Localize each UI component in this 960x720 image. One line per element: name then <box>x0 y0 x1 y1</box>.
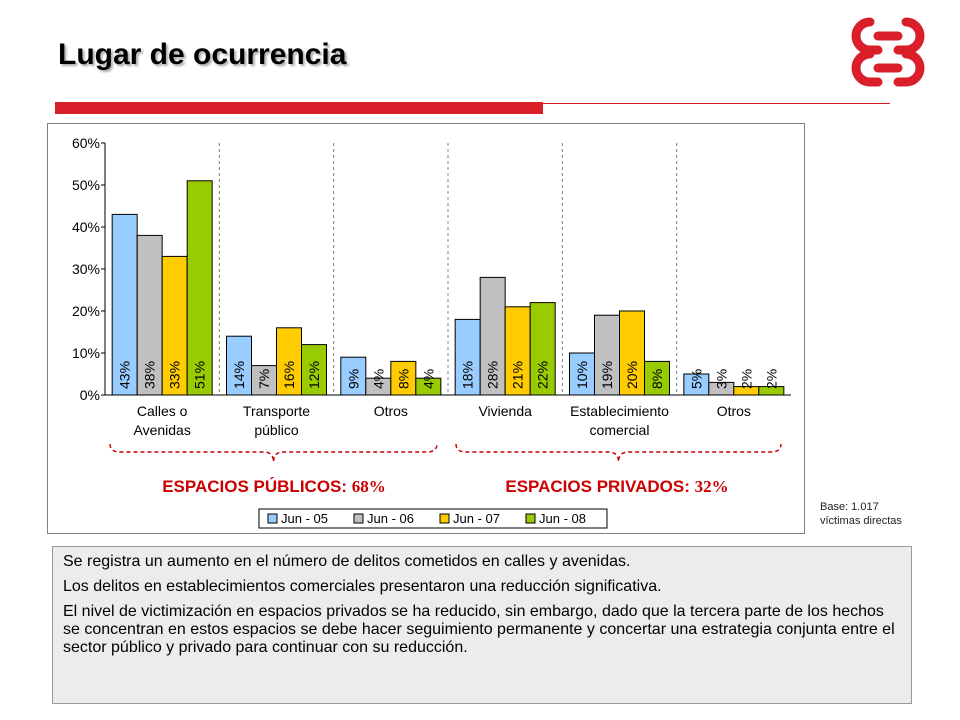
bar <box>301 344 327 396</box>
summary-paragraph-1: Se registra un aumento en el número de d… <box>63 553 631 570</box>
y-tick-label: 20% <box>72 303 100 319</box>
bar-data-label: 3% <box>713 369 729 389</box>
bar <box>161 255 188 396</box>
y-tick-label: 0% <box>80 387 100 403</box>
bar <box>758 386 785 396</box>
bar-data-label: 10% <box>574 361 590 389</box>
y-tick-label: 60% <box>72 135 100 151</box>
category-label: Otros <box>717 403 751 419</box>
bar <box>479 276 506 396</box>
chart-frame: 0% 10% 20% 30% 40% 50% 60% 43% 14% 9% 18% 10% 5% 38% 7… <box>47 123 805 534</box>
brand-logo <box>851 17 925 87</box>
bar-data-label: 16% <box>281 361 297 389</box>
bar-data-label: 20% <box>624 361 640 389</box>
bar <box>390 360 417 396</box>
legend-label: Jun - 06 <box>367 511 414 526</box>
page-title: Lugar de ocurrencia <box>58 38 347 71</box>
bar-data-label: 8% <box>649 369 665 389</box>
group-label-percent: 32% <box>695 477 729 496</box>
bar-data-label: 7% <box>256 369 272 389</box>
bar <box>619 310 645 396</box>
bar-data-label: 51% <box>192 361 208 389</box>
bar-data-label: 8% <box>395 369 411 389</box>
legend-swatch <box>525 513 536 524</box>
base-note-line1: Base: 1.017 <box>820 501 879 513</box>
bar <box>136 234 163 396</box>
summary-box: Se registra un aumento en el número de d… <box>52 546 912 704</box>
group-label-main: ESPACIOS PRIVADOS: <box>505 477 694 496</box>
group-label: ESPACIOS PÚBLICOS: 68% <box>162 477 386 496</box>
bar-data-label: 38% <box>142 361 158 389</box>
group-label-main: ESPACIOS PÚBLICOS: <box>162 477 352 496</box>
bar <box>186 180 213 396</box>
bar <box>529 302 556 396</box>
category-label: Avenidas <box>133 422 190 438</box>
legend-label: Jun - 08 <box>539 511 586 526</box>
bar <box>251 365 277 396</box>
bar <box>415 377 442 396</box>
legend-swatch <box>439 513 450 524</box>
legend-swatch <box>267 513 278 524</box>
bar-data-label: 21% <box>510 361 526 389</box>
y-tick-label: 40% <box>72 219 100 235</box>
summary-paragraph-2: Los delitos en establecimientos comercia… <box>63 578 662 595</box>
bar <box>276 327 302 396</box>
bar-data-label: 2% <box>763 369 779 389</box>
bar-data-label: 12% <box>306 361 322 389</box>
bar-data-label: 28% <box>485 361 501 389</box>
bar-data-label: 4% <box>420 369 436 389</box>
group-label: ESPACIOS PRIVADOS: 32% <box>505 477 728 496</box>
bar-data-label: 22% <box>535 361 551 389</box>
category-label: Otros <box>374 403 408 419</box>
y-tick-label: 30% <box>72 261 100 277</box>
bar-data-label: 4% <box>370 369 386 389</box>
title-rule <box>543 103 890 104</box>
legend-box <box>258 508 608 529</box>
category-label: Establecimiento <box>570 403 669 419</box>
bar-data-label: 5% <box>688 369 704 389</box>
base-note: Base: 1.017 víctimas directas <box>820 500 902 528</box>
category-label: Transporte <box>243 403 310 419</box>
bar <box>340 356 367 396</box>
category-label: Calles o <box>137 403 188 419</box>
bar-data-label: 9% <box>345 369 361 389</box>
bar-data-label: 14% <box>231 361 247 389</box>
group-label-percent: 68% <box>352 477 386 496</box>
title-underline <box>55 102 543 114</box>
y-tick-label: 50% <box>72 177 100 193</box>
legend-label: Jun - 05 <box>281 511 328 526</box>
bar-data-label: 19% <box>599 361 615 389</box>
bar <box>644 360 670 396</box>
legend-swatch <box>353 513 364 524</box>
private-spaces-brace <box>455 443 782 463</box>
legend-label: Jun - 07 <box>453 511 500 526</box>
summary-paragraph-3: El nivel de victimización en espacios pr… <box>63 603 895 656</box>
bar-data-label: 18% <box>460 361 476 389</box>
y-tick-label: 10% <box>72 345 100 361</box>
bar-data-label: 2% <box>738 369 754 389</box>
bar-data-label: 33% <box>167 361 183 389</box>
category-label: público <box>254 422 299 438</box>
bar-data-label: 43% <box>117 361 133 389</box>
bar <box>504 306 531 396</box>
category-label: comercial <box>590 422 650 438</box>
base-note-line2: víctimas directas <box>820 515 902 527</box>
category-label: Vivienda <box>478 403 532 419</box>
public-spaces-brace <box>109 443 438 463</box>
bar-chart: 0% 10% 20% 30% 40% 50% 60% 43% 14% 9% 18% 10% 5% 38% 7… <box>72 135 791 529</box>
